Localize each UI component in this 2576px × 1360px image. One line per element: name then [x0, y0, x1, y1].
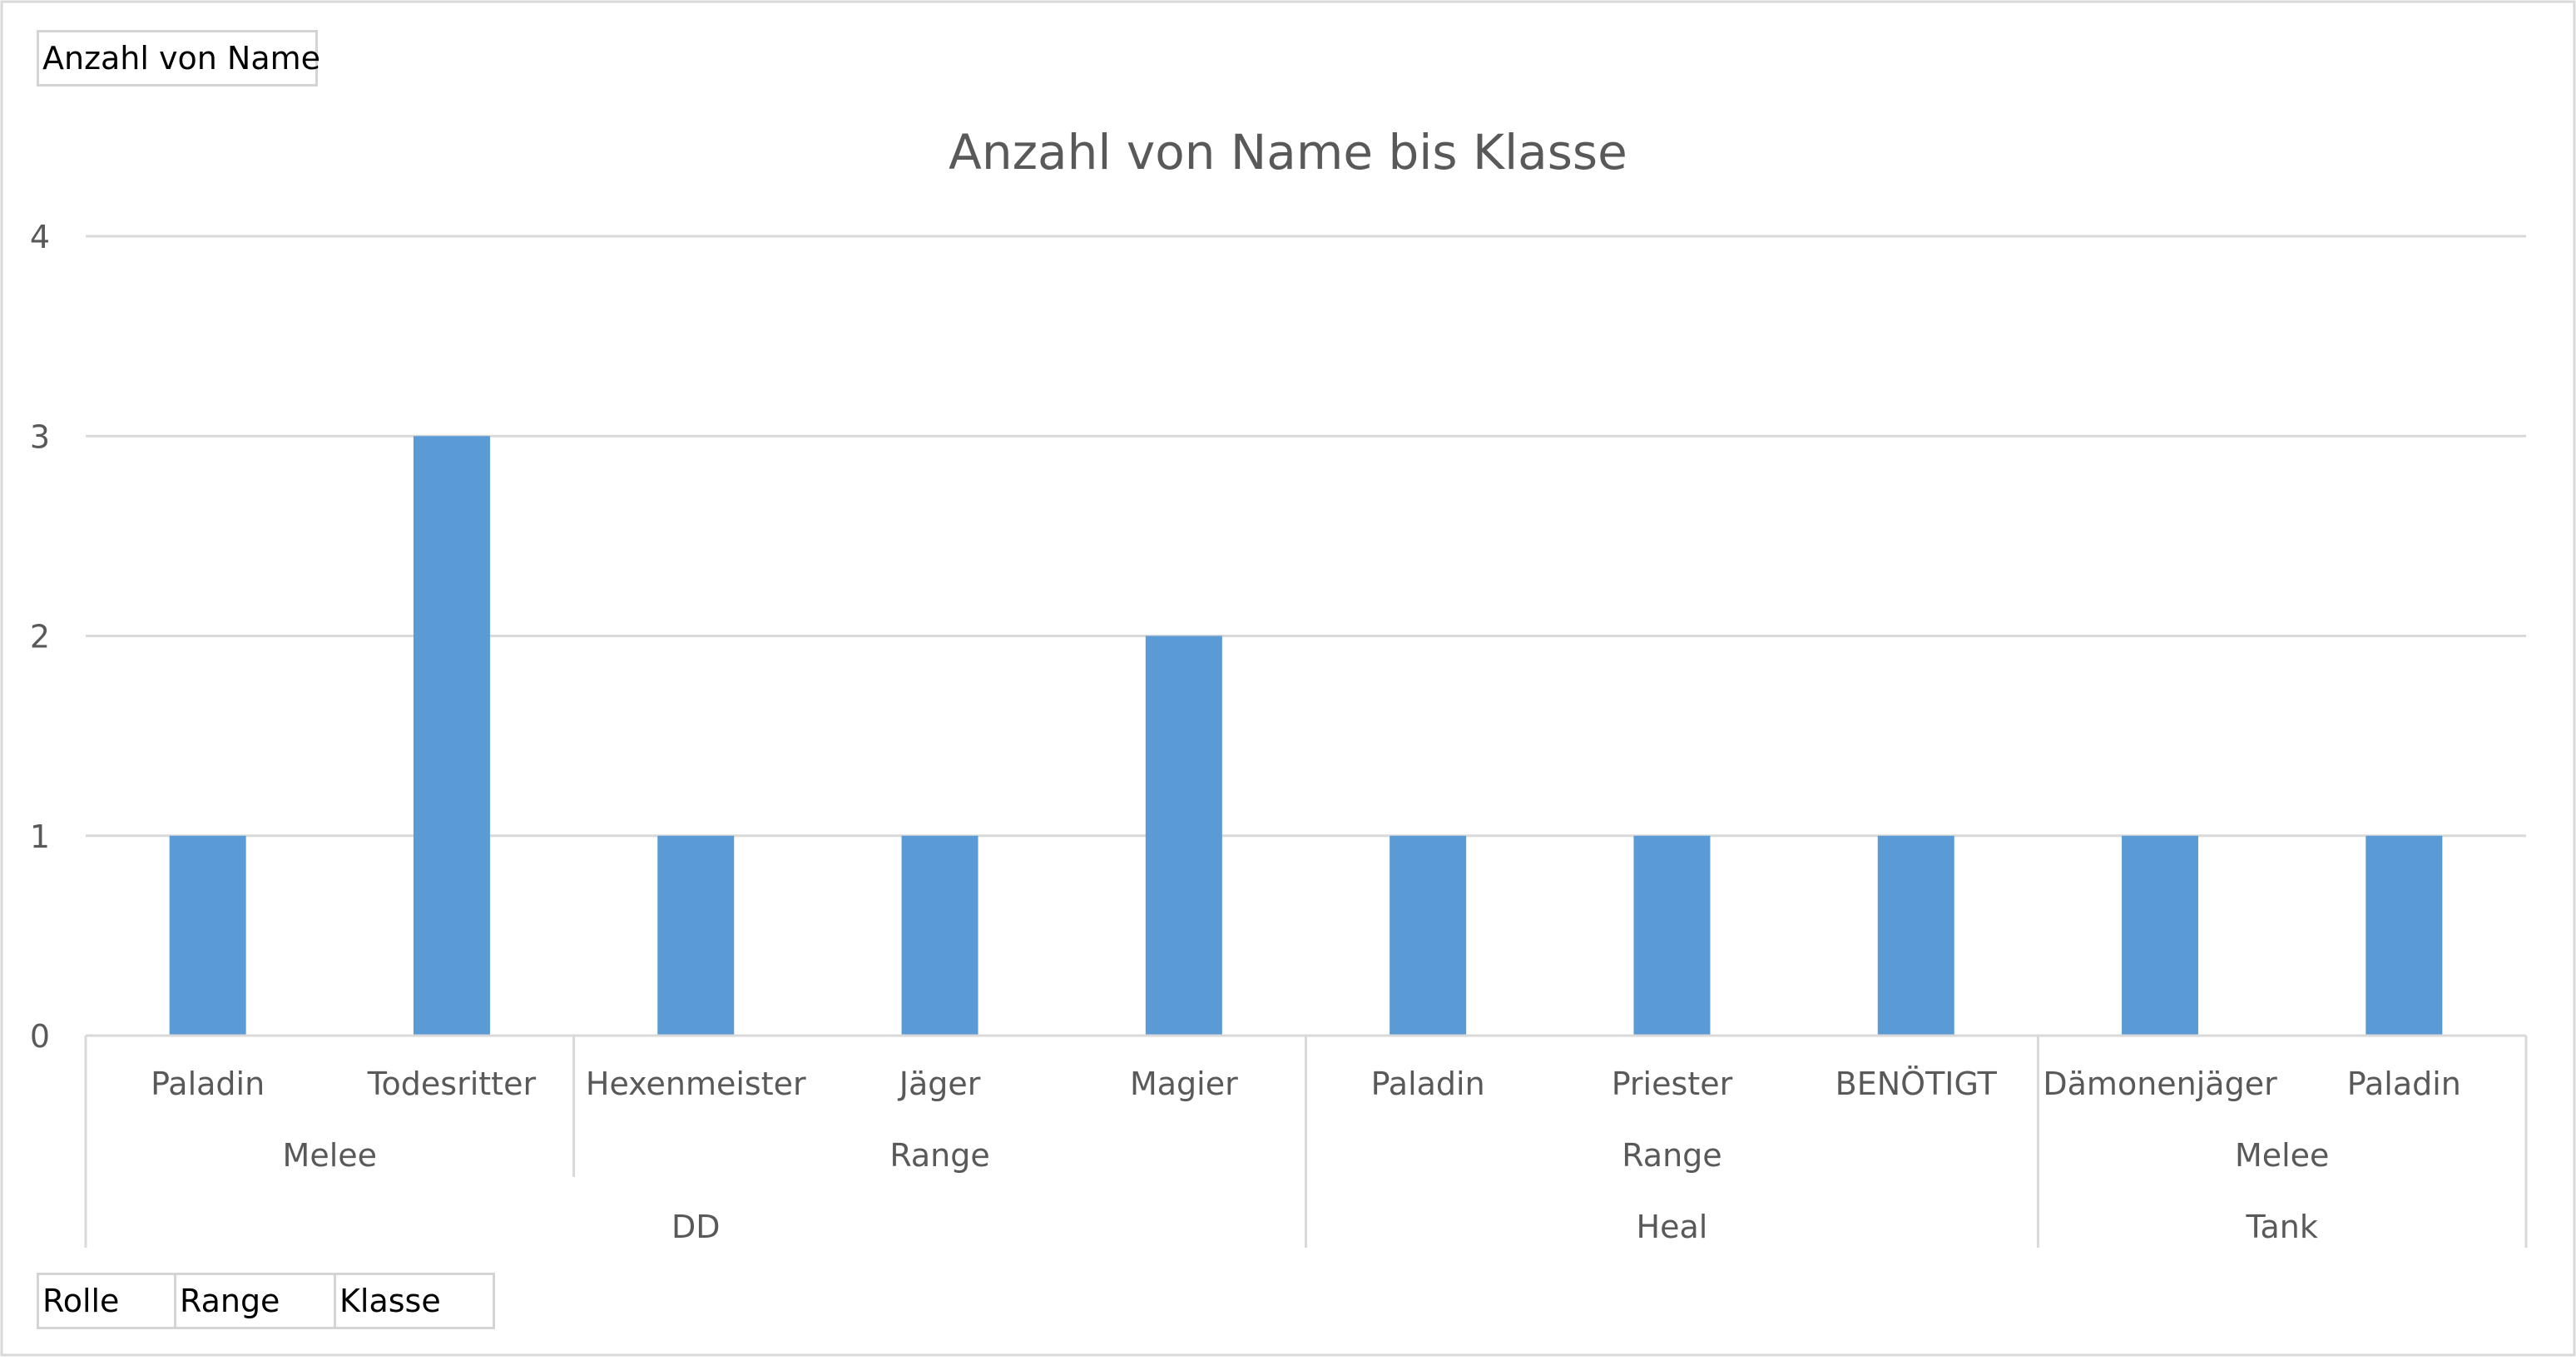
x-tick-label: Paladin [151, 1066, 265, 1102]
x-tick-label: Todesritter [367, 1066, 537, 1102]
bar [2122, 835, 2199, 1036]
chart-title: Anzahl von Name bis Klasse [949, 124, 1627, 181]
x-tick-label: Hexenmeister [586, 1066, 806, 1102]
x-tick-label: Priester [1612, 1066, 1733, 1102]
x-tick-label: Paladin [2347, 1066, 2461, 1102]
y-tick-label: 3 [30, 418, 50, 455]
x-tick-label: Dämonenjäger [2043, 1066, 2277, 1102]
x-group-label-range: Melee [283, 1137, 377, 1174]
bar [657, 835, 735, 1036]
y-tick-label: 4 [30, 219, 50, 255]
x-group-label-role: Heal [1637, 1209, 1708, 1245]
axis-field-button-klasse[interactable]: Klasse [334, 1273, 495, 1329]
bars [169, 436, 2443, 1036]
x-tick-label: Paladin [1371, 1066, 1485, 1102]
x-group-label-role: Tank [2246, 1209, 2318, 1245]
bar [413, 436, 490, 1036]
y-tick-label: 0 [30, 1018, 50, 1055]
bar [1633, 835, 1711, 1036]
x-group-label-range: Range [1622, 1137, 1721, 1174]
bar [1390, 835, 1467, 1036]
y-tick-label: 1 [30, 818, 50, 855]
bar [1877, 835, 1954, 1036]
bar [901, 835, 978, 1036]
bar [2365, 835, 2443, 1036]
axis-field-button-range[interactable]: Range [174, 1273, 336, 1329]
value-field-button[interactable]: Anzahl von Name [37, 30, 320, 87]
x-tick-label: Magier [1130, 1066, 1238, 1102]
x-group-label-range: Melee [2235, 1137, 2329, 1174]
x-tick-label: BENÖTIGT [1835, 1066, 1998, 1102]
x-group-label-role: DD [671, 1209, 721, 1245]
x-group-label-range: Range [889, 1137, 989, 1174]
bar [1145, 635, 1222, 1036]
y-axis-ticks: 0 1 2 3 4 [30, 219, 50, 1055]
bar [169, 835, 246, 1036]
x-tick-label: Jäger [898, 1066, 981, 1102]
x-axis: Paladin Todesritter Hexenmeister Jäger Magie… [84, 1034, 2528, 1248]
y-tick-label: 2 [30, 619, 50, 655]
axis-field-button-rolle[interactable]: Rolle [37, 1273, 176, 1329]
